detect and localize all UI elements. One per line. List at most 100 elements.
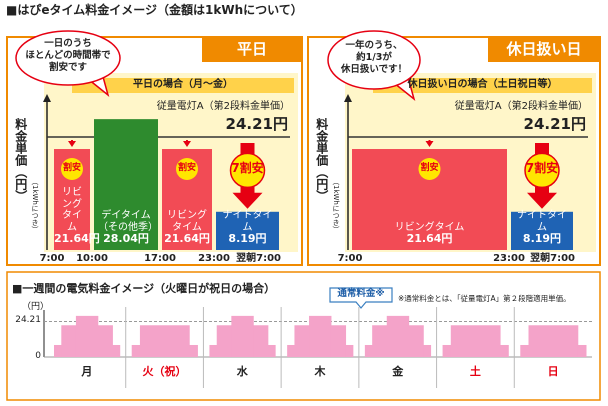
x-tick-label: 10:00	[76, 253, 108, 264]
bar-text: ナイトタイム 8.19円	[216, 210, 279, 246]
step-segment	[287, 344, 295, 357]
x-tick-label: 23:00	[198, 253, 230, 264]
bar-text: リビングタイム 21.64円	[352, 222, 507, 246]
badge	[61, 158, 83, 181]
step-segment	[189, 344, 198, 357]
day-label: 月	[81, 365, 93, 378]
bar-value: 8.19円	[522, 232, 562, 246]
step-segment	[450, 325, 501, 357]
down-arrow-head	[183, 141, 191, 148]
tab-label: 休日扱い日	[506, 40, 582, 58]
step-segment	[330, 325, 347, 357]
badge	[176, 158, 198, 181]
note: ※通常料金とは、「従量電灯A」第２段階適用単価。	[398, 294, 571, 303]
down-arrow-head	[68, 141, 76, 148]
x-tick-label: 7:00	[39, 253, 65, 264]
tab	[488, 38, 600, 62]
tab	[202, 38, 302, 62]
badge-label: 割安	[62, 163, 81, 173]
bar	[94, 119, 158, 250]
tab-label: 平日	[236, 40, 267, 58]
reference-value: 24.21円	[225, 115, 288, 134]
y-sublabel: （1kWhにつき）	[332, 178, 341, 233]
step-segment	[372, 325, 388, 357]
reference-value: 24.21円	[523, 115, 586, 134]
badge	[418, 158, 441, 181]
header-label: 休日扱い日の場合（土日祝日等）	[407, 79, 558, 90]
y-tick-label: 0	[35, 351, 41, 361]
step-segment	[61, 325, 77, 357]
bar-name: ナイトタイム	[517, 210, 567, 233]
callout-text: 通常料金※	[337, 288, 385, 299]
callout	[15, 30, 121, 86]
y-tick-label: 24.21	[15, 315, 41, 326]
bar-text: リビングタイム 21.64円	[162, 210, 212, 246]
badge	[229, 152, 266, 189]
day-label: 日	[547, 365, 559, 378]
callout-text: 一年のうち、	[345, 40, 403, 51]
bar	[511, 211, 573, 250]
step-segment	[231, 315, 254, 357]
down-arrow-head	[425, 141, 434, 148]
bar-name: ナイトタイム	[222, 210, 273, 233]
x-tick-label: 翌朝7:00	[236, 253, 281, 264]
x-tick-label: 7:00	[337, 253, 363, 264]
step-segment	[423, 344, 432, 357]
step-segment	[131, 344, 141, 357]
bar-text: ナイトタイム 8.19円	[511, 210, 573, 246]
bar-value: 8.19円	[228, 232, 267, 246]
y-label: （円）	[22, 302, 50, 312]
callout-text: 約1/3が	[356, 52, 392, 63]
header-band	[373, 78, 592, 93]
step-segment	[442, 344, 452, 357]
bar-value: 21.64円	[406, 232, 453, 246]
bar-name: リビングタイム	[62, 187, 82, 233]
step-segment	[209, 344, 218, 357]
callout	[329, 287, 393, 309]
step-segment	[253, 325, 269, 357]
badge	[524, 152, 560, 189]
y-axis-arrow	[43, 94, 51, 102]
bar-name: リビングタイム	[167, 210, 207, 233]
step-segment	[386, 315, 410, 357]
step-segment	[267, 344, 276, 357]
bar-name: デイタイム（その他季）	[98, 210, 158, 233]
x-tick-label: 翌朝7:00	[530, 253, 575, 264]
step-segment	[345, 344, 354, 357]
callout-text: ほとんどの時間帯で	[25, 50, 111, 61]
header-label: 平日の場合（月～金）	[133, 79, 233, 90]
day-label: 水	[236, 365, 248, 378]
badge-label: 7割安	[231, 161, 264, 176]
y-label: 料金単価（円）	[13, 118, 28, 202]
reference-label: 従量電灯A（第2段料金単価）	[454, 101, 588, 113]
step-segment	[408, 325, 424, 357]
step-segment	[97, 325, 113, 357]
bar	[216, 211, 279, 250]
step-segment	[216, 325, 232, 357]
day-label: 金	[392, 365, 404, 378]
y-sublabel: （1kWhにつき）	[31, 178, 40, 233]
day-label: 土	[469, 365, 481, 378]
bar-text: リビングタイム 21.64円	[54, 187, 100, 246]
bar-text: デイタイム（その他季） 28.04円	[94, 210, 158, 246]
bar-value: 21.64円	[164, 232, 210, 246]
x-tick-label: 23:00	[493, 253, 525, 264]
day-label: 木	[314, 365, 326, 378]
badge-label: 7割安	[525, 161, 559, 176]
y-axis-arrow	[344, 94, 352, 102]
step-segment	[364, 344, 373, 357]
callout	[327, 30, 421, 90]
x-tick-label: 17:00	[144, 253, 176, 264]
step-segment	[294, 325, 310, 357]
callout-text: 休日扱いです！	[340, 64, 408, 75]
badge-label: 割安	[420, 163, 439, 173]
step-segment	[309, 315, 332, 357]
header-band	[72, 78, 294, 93]
step-segment	[577, 344, 587, 357]
callout-text: 割安です	[48, 62, 87, 73]
bar-name: リビングタイム	[394, 221, 465, 233]
step-segment	[520, 344, 529, 357]
callout-text: 一日のうち	[44, 38, 92, 49]
